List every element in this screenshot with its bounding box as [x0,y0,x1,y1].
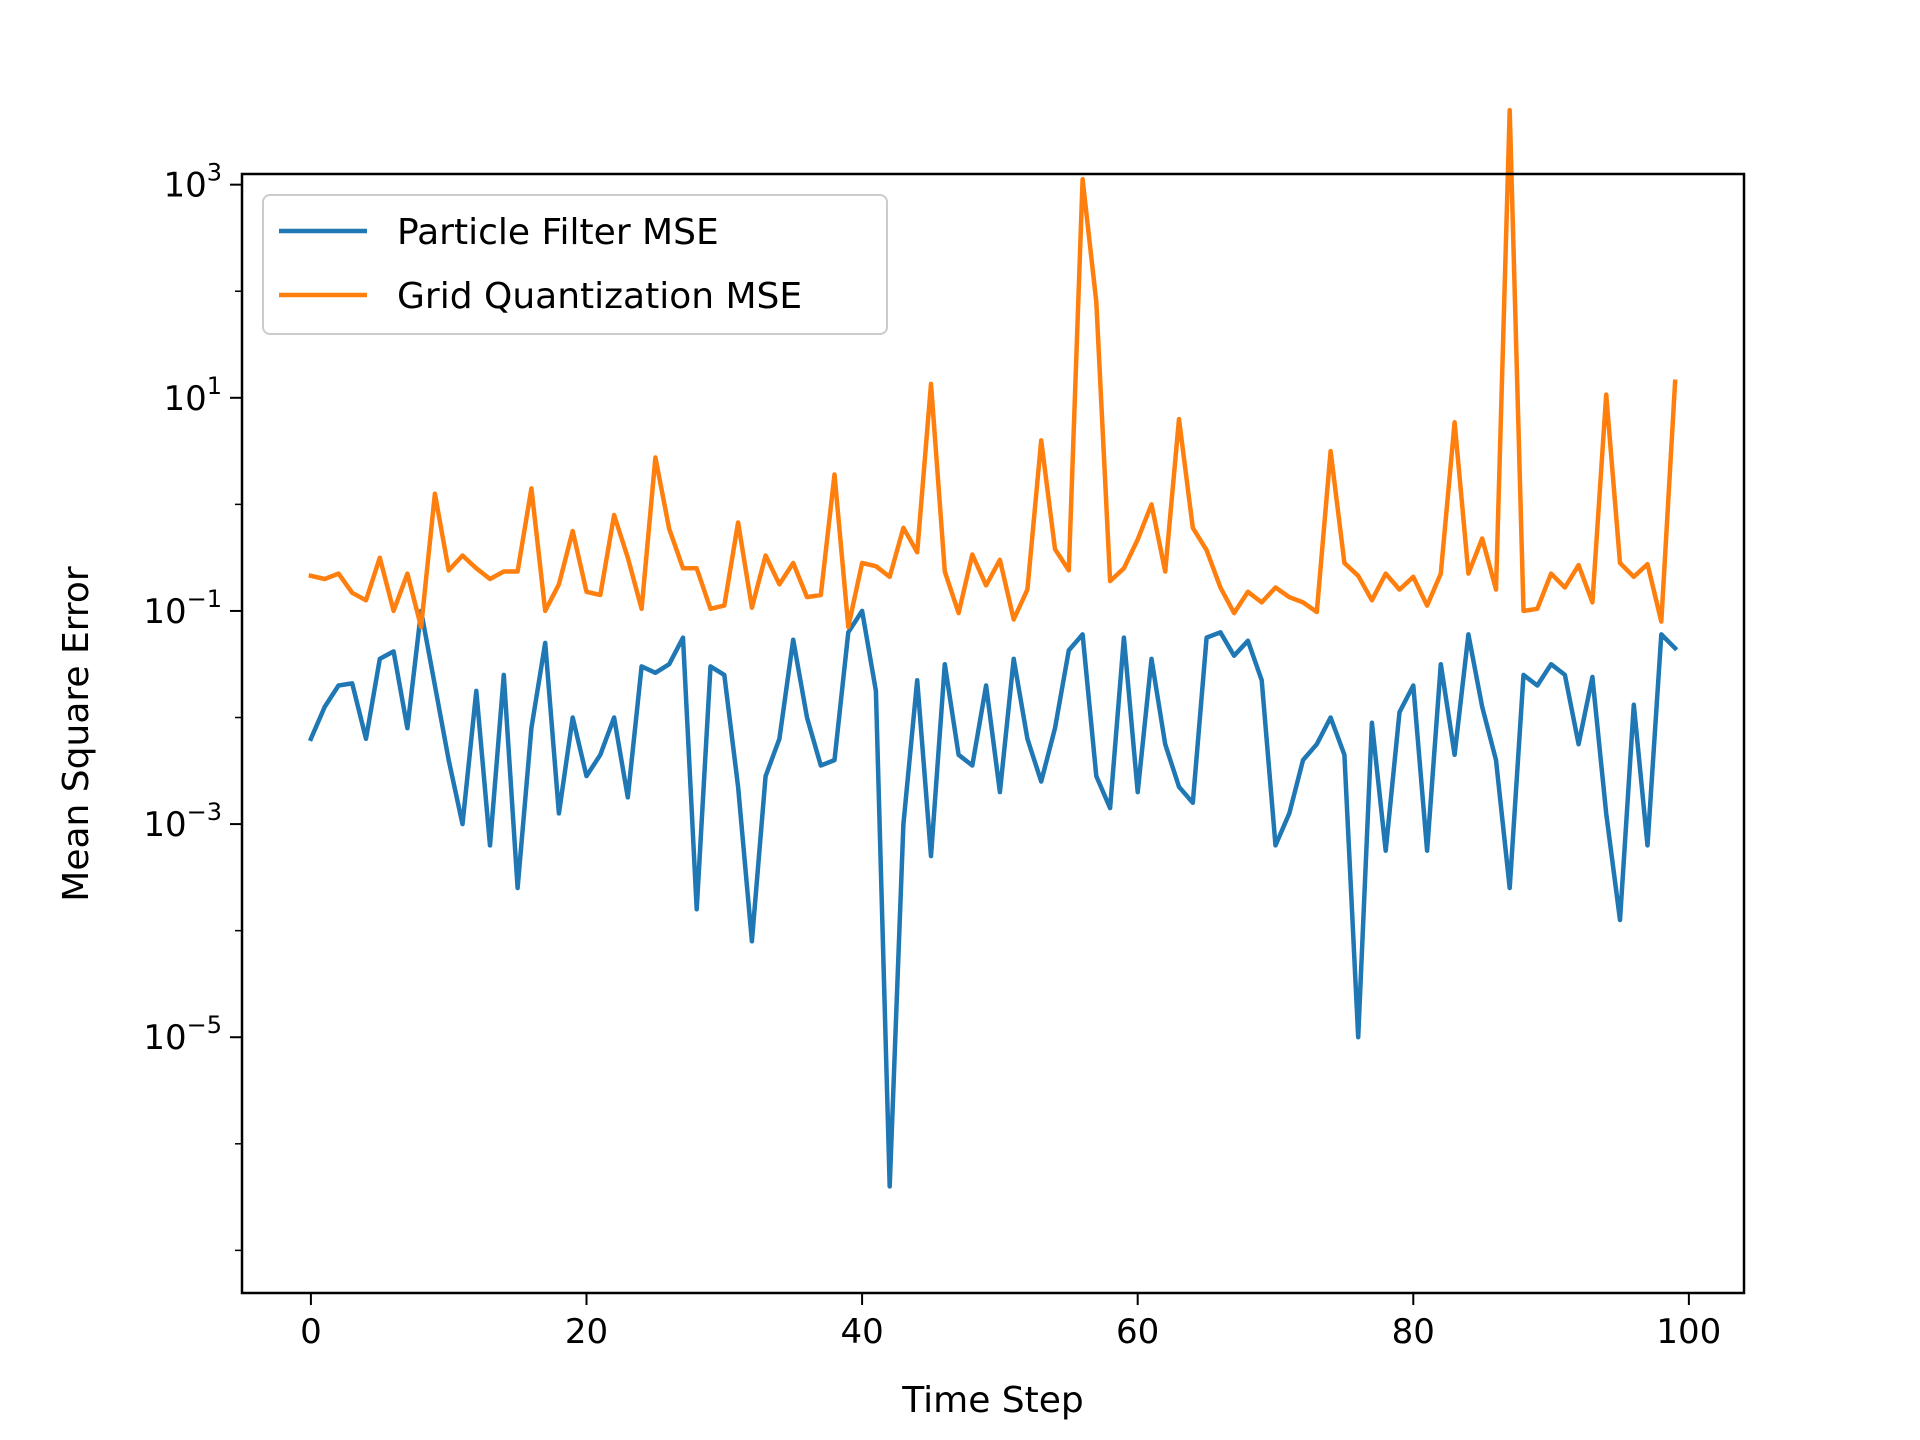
legend-label-grid-quantization: Grid Quantization MSE [397,276,802,317]
y-axis-label: Mean Square Error [56,566,97,902]
x-tick-label: 80 [1392,1312,1435,1352]
x-tick-label: 60 [1116,1312,1159,1352]
x-tick-label: 100 [1656,1312,1721,1352]
y-tick-label: 10−1 [143,585,222,632]
y-tick-label: 103 [163,159,222,206]
x-tick-label: 20 [565,1312,608,1352]
y-tick-label: 101 [163,372,222,419]
y-tick-label: 10−3 [143,798,222,845]
x-axis-label: Time Step [901,1380,1084,1421]
series-line-particle-filter [307,608,1679,1189]
series-layer [307,107,1679,1189]
x-axis: 0 20 40 60 80 100 [300,1293,1721,1352]
x-tick-label: 0 [300,1312,322,1352]
plot-frame [240,172,1746,1295]
legend-label-particle-filter: Particle Filter MSE [397,212,719,253]
legend-box [262,194,888,335]
x-tick-label: 40 [840,1312,883,1352]
series-line-grid-quantization [308,107,1678,630]
y-axis: 103 101 10−1 10−3 10−5 [143,159,242,1252]
legend: Particle Filter MSE Grid Quantization MS… [262,194,888,335]
y-tick-label: 10−5 [143,1011,222,1058]
